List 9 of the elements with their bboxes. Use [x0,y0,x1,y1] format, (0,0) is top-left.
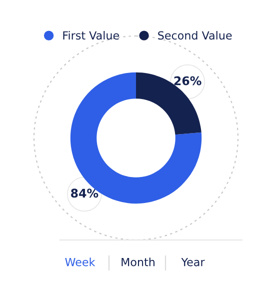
text: Week [65,258,96,266]
data-label: 84% [71,188,98,198]
legend-label: First Value [63,31,119,40]
text: Month [122,258,154,266]
legend-label: Second Value [158,31,232,40]
donut-slice [70,72,202,204]
text: Year [181,258,205,266]
data-label: 26% [174,76,202,86]
donut-slice [136,72,202,135]
